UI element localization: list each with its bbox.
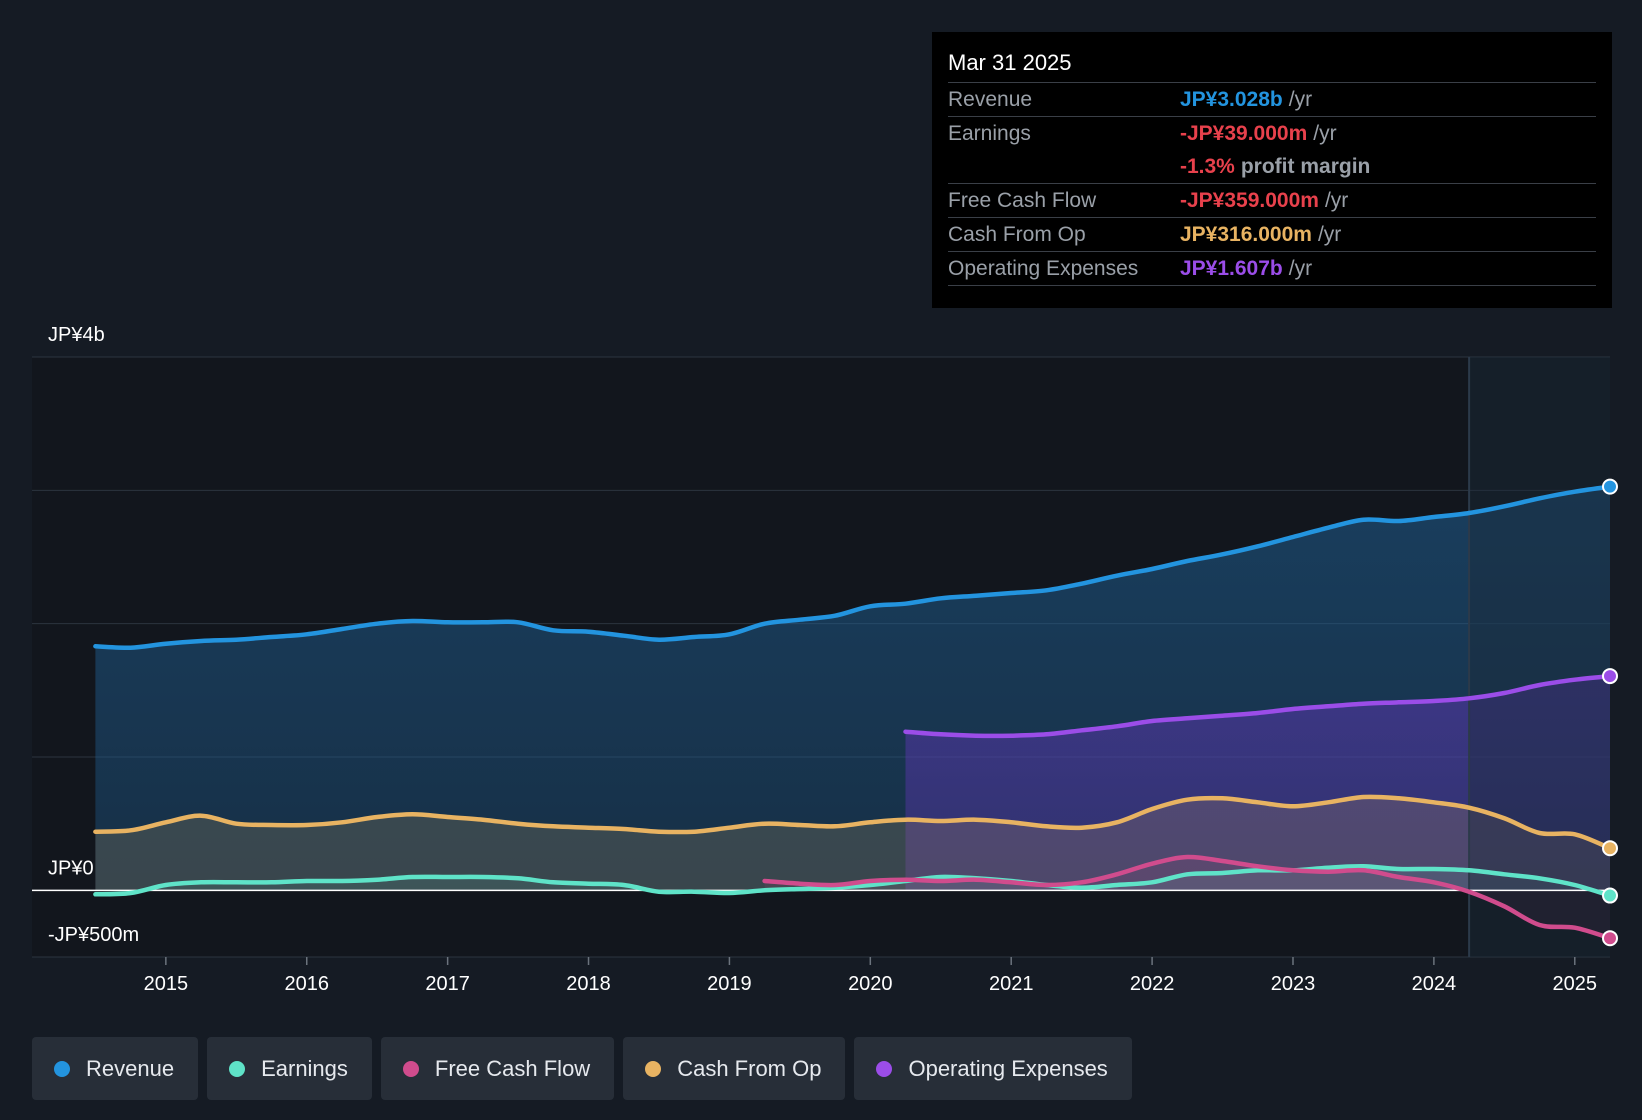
tooltip-unit-fcf: /yr xyxy=(1324,189,1349,212)
tooltip-row-fcf: Free Cash Flow -JP¥359.000m /yr xyxy=(948,184,1596,218)
tooltip-label-earnings: Earnings xyxy=(948,122,1031,145)
series-lines xyxy=(93,484,1613,941)
opex-dot-icon xyxy=(876,1060,893,1077)
legend-item-revenue[interactable]: Revenue xyxy=(32,1037,199,1100)
cfo-dot-icon xyxy=(645,1060,662,1077)
x-axis-label: 2024 xyxy=(1412,973,1457,995)
x-axis: 2015 2016 2017 2018 2019 2020 2021 2022 2023 2024… xyxy=(144,957,1597,995)
tooltip-date: Mar 31 2025 xyxy=(948,44,1596,83)
x-axis-label: 2022 xyxy=(1130,973,1175,995)
x-axis-label: 2023 xyxy=(1271,973,1316,995)
cfo-line xyxy=(93,794,1613,851)
x-axis-label: 2019 xyxy=(707,973,752,995)
earnings-line xyxy=(93,864,1613,898)
tooltip-value-cfo: JP¥316.000m xyxy=(1180,223,1312,246)
tooltip-row-revenue: Revenue JP¥3.028b /yr xyxy=(948,83,1596,117)
tooltip-value-earnings: -JP¥39.000m xyxy=(1180,122,1308,145)
tooltip-value-revenue: JP¥3.028b xyxy=(1180,88,1283,111)
x-axis-label: 2017 xyxy=(425,973,470,995)
legend-label-revenue: Revenue xyxy=(86,1055,175,1081)
y-axis-label: JP¥4b xyxy=(48,324,105,346)
x-axis-label: 2016 xyxy=(284,973,329,995)
fcf-endpoint xyxy=(1602,930,1618,947)
tooltip-value-fcf: -JP¥359.000m xyxy=(1180,189,1319,212)
tooltip-label-cfo: Cash From Op xyxy=(948,223,1086,246)
legend-label-earnings: Earnings xyxy=(261,1055,348,1081)
y-axis-label: -JP¥500m xyxy=(48,924,139,946)
earnings-dot-icon xyxy=(229,1060,246,1077)
legend-item-fcf[interactable]: Free Cash Flow xyxy=(380,1037,615,1100)
y-axis-label: JP¥0 xyxy=(48,857,94,879)
tooltip-label-revenue: Revenue xyxy=(948,88,1033,111)
opex-endpoint xyxy=(1602,668,1618,685)
tooltip-label-opex: Operating Expenses xyxy=(948,257,1139,280)
earnings-endpoint xyxy=(1602,887,1618,904)
opex-line xyxy=(903,673,1613,739)
tooltip-unit-cfo: /yr xyxy=(1317,223,1342,246)
x-axis-label: 2025 xyxy=(1553,973,1598,995)
y-axis: JP¥4b JP¥0 -JP¥500m xyxy=(48,324,139,946)
series-endpoints xyxy=(1602,478,1618,947)
tooltip-label-fcf: Free Cash Flow xyxy=(948,189,1097,212)
tooltip-value-opex: JP¥1.607b xyxy=(1180,257,1283,280)
revenue-line xyxy=(93,484,1613,651)
legend-label-opex: Operating Expenses xyxy=(908,1055,1108,1081)
tooltip-value-margin: -1.3% xyxy=(1180,155,1235,178)
legend-item-earnings[interactable]: Earnings xyxy=(207,1037,372,1100)
revenue-endpoint xyxy=(1602,478,1618,495)
legend-label-cfo: Cash From Op xyxy=(677,1055,822,1081)
legend-item-cfo[interactable]: Cash From Op xyxy=(623,1037,846,1100)
tooltip-unit-revenue: /yr xyxy=(1288,88,1313,111)
x-axis-label: 2018 xyxy=(566,973,611,995)
tooltip-unit-earnings: /yr xyxy=(1313,122,1337,145)
tooltip-row-earnings: Earnings -JP¥39.000m /yr xyxy=(948,117,1596,150)
opex-area xyxy=(905,676,1610,891)
x-axis-label: 2015 xyxy=(144,973,189,995)
x-axis-label: 2020 xyxy=(848,973,893,995)
tooltip-unit-margin: profit margin xyxy=(1240,155,1371,178)
tooltip-row-margin: -1.3% profit margin xyxy=(948,150,1596,184)
tooltip-unit-opex: /yr xyxy=(1288,257,1313,280)
forecast-region xyxy=(1469,357,1610,957)
legend-label-fcf: Free Cash Flow xyxy=(434,1055,591,1081)
tooltip-panel: Mar 31 2025 Revenue JP¥3.028b /yr Earnin… xyxy=(932,32,1612,308)
fcf-dot-icon xyxy=(402,1060,419,1077)
fcf-line xyxy=(762,854,1613,941)
cfo-endpoint xyxy=(1602,840,1618,857)
revenue-dot-icon xyxy=(54,1060,70,1077)
tooltip-row-cfo: Cash From Op JP¥316.000m /yr xyxy=(948,218,1596,252)
tooltip-row-opex: Operating Expenses JP¥1.607b /yr xyxy=(948,252,1596,286)
chart-legend: Revenue Earnings Free Cash Flow Cash Fro… xyxy=(32,1037,1132,1100)
legend-item-opex[interactable]: Operating Expenses xyxy=(854,1037,1132,1100)
x-axis-label: 2021 xyxy=(989,973,1034,995)
